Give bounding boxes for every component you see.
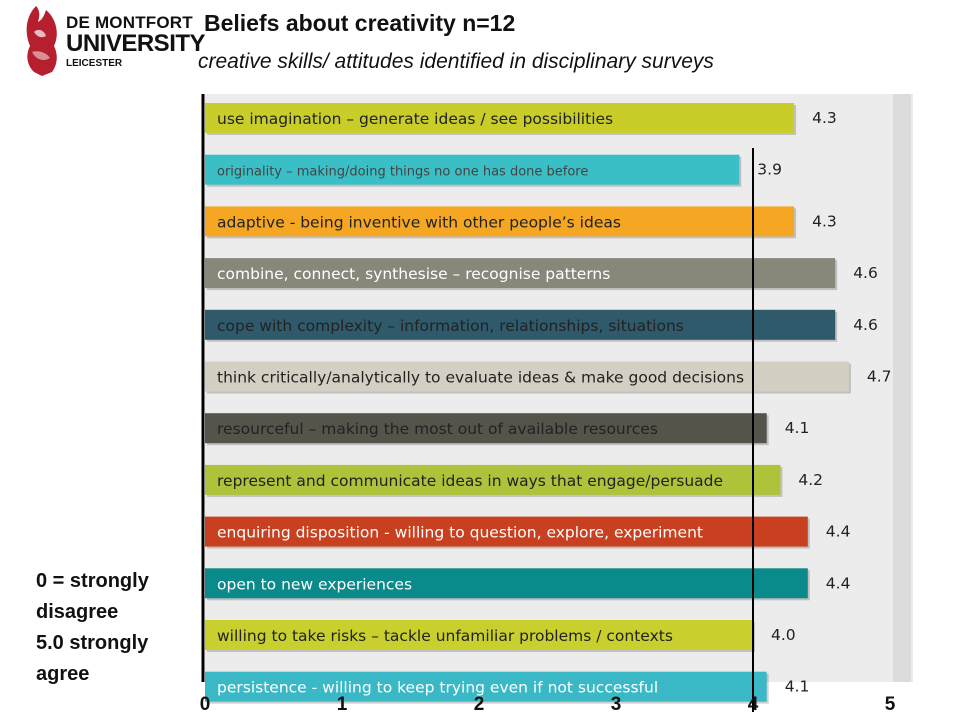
logo-line-3: LEICESTER [66, 58, 123, 69]
bar [205, 413, 767, 444]
legend-line: disagree [36, 601, 119, 623]
scale-legend: 0 = strongly disagree 5.0 strongly agree [36, 566, 186, 690]
bar-category-label: willing to take risks – tackle unfamilia… [217, 627, 673, 645]
bar-value-label: 4.7 [867, 368, 892, 386]
bar [205, 568, 808, 599]
bar [205, 516, 808, 547]
bar-category-label: adaptive - being inventive with other pe… [217, 213, 621, 231]
bar-category-label: think critically/analytically to evaluat… [217, 369, 744, 387]
chart-title: Beliefs about creativity n=12 [204, 10, 516, 36]
legend-line: agree [36, 663, 90, 685]
plot-background-strip [893, 94, 911, 682]
logo-line-1: DE MONTFORT [66, 13, 193, 32]
bar-category-label: resourceful – making the most out of ava… [217, 420, 658, 438]
bar-value-label: 4.0 [771, 626, 796, 644]
bar [205, 206, 795, 237]
legend-line: 5.0 strongly [36, 632, 149, 654]
x-tick-label: 2 [474, 694, 485, 715]
bar-category-label: enquiring disposition - willing to quest… [217, 524, 703, 542]
bar-value-label: 4.4 [826, 574, 851, 592]
bar [205, 671, 767, 702]
x-tick-label: 0 [200, 694, 211, 715]
bar-value-label: 4.1 [785, 678, 810, 696]
x-tick-label: 3 [611, 694, 622, 715]
logo-wordmark: DE MONTFORT UNIVERSITY LEICESTER [66, 13, 206, 69]
bar-category-label: cope with complexity – information, rela… [217, 317, 684, 335]
bar [205, 464, 781, 495]
bar-value-label: 3.9 [757, 161, 782, 179]
bar [205, 361, 849, 392]
x-tick-label: 4 [748, 694, 759, 715]
bar [205, 258, 836, 289]
bar-value-label: 4.4 [826, 523, 851, 541]
bar [205, 309, 836, 340]
bar-category-label: persistence - willing to keep trying eve… [217, 679, 658, 697]
bar-category-label: combine, connect, synthesise – recognise… [217, 265, 610, 283]
bar-category-label: open to new experiences [217, 575, 412, 593]
x-tick-label: 1 [337, 694, 348, 715]
chart-subtitle: creative skills/ attitudes identified in… [198, 50, 714, 73]
bar-category-label: represent and communicate ideas in ways … [217, 472, 723, 490]
bar-value-label: 4.3 [812, 109, 837, 127]
legend-line: 0 = strongly [36, 570, 149, 592]
logo-line-2: UNIVERSITY [66, 30, 206, 57]
university-logo [26, 6, 57, 76]
bar [205, 103, 795, 133]
bar-category-label: use imagination – generate ideas / see p… [217, 110, 613, 128]
bar-value-label: 4.6 [853, 316, 878, 334]
bar [205, 620, 753, 650]
bar-value-label: 4.3 [812, 212, 837, 230]
bar-category-label: originality – making/doing things no one… [217, 165, 588, 180]
bar-value-label: 4.2 [798, 471, 823, 489]
x-tick-label: 5 [885, 694, 896, 715]
lion-crest-icon [26, 6, 57, 76]
bar [205, 154, 740, 185]
bar-value-label: 4.1 [785, 419, 810, 437]
bar-value-label: 4.6 [853, 264, 878, 282]
